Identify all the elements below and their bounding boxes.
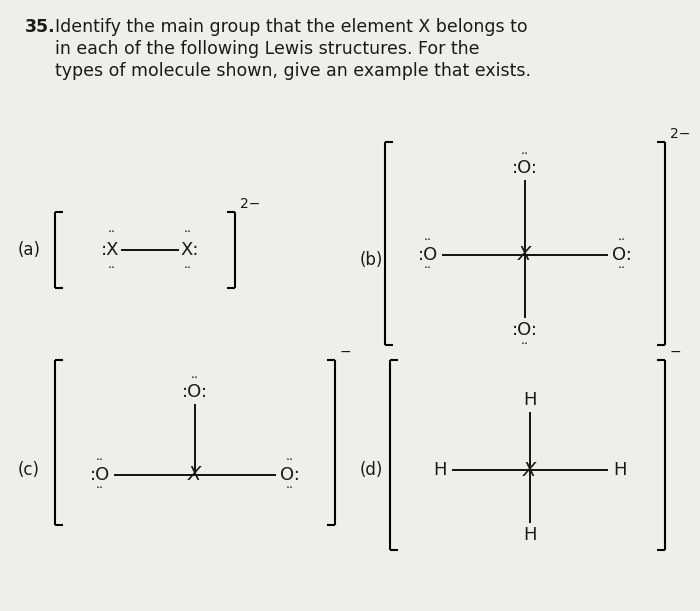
Text: ⋅⋅: ⋅⋅	[618, 235, 626, 247]
Text: Identify the main group that the element X belongs to: Identify the main group that the element…	[55, 18, 528, 36]
Text: ⋅⋅: ⋅⋅	[286, 455, 294, 467]
Text: H: H	[524, 526, 537, 544]
Text: ⋅⋅: ⋅⋅	[184, 262, 192, 274]
Text: H: H	[524, 391, 537, 409]
Text: in each of the following Lewis structures. For the: in each of the following Lewis structure…	[55, 40, 480, 58]
Text: :O:: :O:	[512, 321, 538, 339]
Text: ⋅⋅: ⋅⋅	[424, 263, 432, 276]
Text: 2−: 2−	[240, 197, 260, 211]
Text: O:: O:	[280, 466, 300, 484]
Text: (a): (a)	[18, 241, 41, 259]
Text: 35.: 35.	[25, 18, 55, 36]
Text: :X: :X	[101, 241, 119, 259]
Text: ⋅⋅: ⋅⋅	[96, 455, 104, 467]
Text: X:: X:	[181, 241, 199, 259]
Text: :O:: :O:	[512, 159, 538, 177]
Text: ⋅⋅: ⋅⋅	[96, 483, 104, 496]
Text: ⋅⋅: ⋅⋅	[424, 235, 432, 247]
Text: ⋅⋅: ⋅⋅	[108, 225, 116, 238]
Text: (b): (b)	[360, 251, 384, 269]
Text: ⋅⋅: ⋅⋅	[191, 371, 199, 384]
Text: O:: O:	[612, 246, 632, 264]
Text: ⋅⋅: ⋅⋅	[108, 262, 116, 274]
Text: ⋅⋅: ⋅⋅	[286, 483, 294, 496]
Text: :O: :O	[90, 466, 110, 484]
Text: X: X	[188, 466, 202, 485]
Text: H: H	[613, 461, 626, 479]
Text: −: −	[340, 345, 351, 359]
Text: (d): (d)	[360, 461, 384, 479]
Text: :O:: :O:	[182, 383, 208, 401]
Text: ⋅⋅: ⋅⋅	[184, 225, 192, 238]
Text: H: H	[433, 461, 447, 479]
Text: ⋅⋅: ⋅⋅	[521, 337, 529, 351]
Text: −: −	[670, 345, 682, 359]
Text: ⋅⋅: ⋅⋅	[618, 263, 626, 276]
Text: ⋅⋅: ⋅⋅	[521, 147, 529, 161]
Text: :O: :O	[418, 246, 438, 264]
Text: X: X	[518, 246, 532, 265]
Text: types of molecule shown, give an example that exists.: types of molecule shown, give an example…	[55, 62, 531, 80]
Text: (c): (c)	[18, 461, 40, 479]
Text: 2−: 2−	[670, 127, 690, 141]
Text: X: X	[524, 461, 537, 480]
